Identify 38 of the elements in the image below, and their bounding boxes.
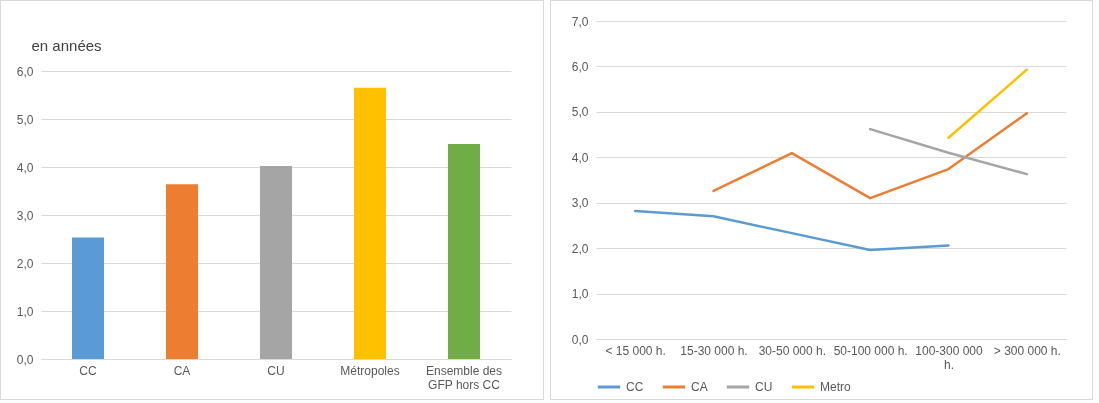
legend-label: Metro <box>819 380 851 394</box>
y-tick-label: 6,0 <box>571 59 589 74</box>
legend-label: CU <box>754 380 772 394</box>
x-tick-label: CU <box>267 363 285 378</box>
y-tick-label: 1,0 <box>571 287 589 302</box>
bar <box>260 166 292 359</box>
y-tick-label: 5,0 <box>571 105 589 120</box>
x-tick-label: 15-30 000 h. <box>679 343 748 358</box>
x-tick-label: 30-50 000 h. <box>758 343 826 358</box>
x-tick-label: Ensemble des GFP hors CC <box>425 363 503 392</box>
bar <box>166 184 198 359</box>
y-tick-label: 3,0 <box>571 196 589 211</box>
bar <box>448 143 480 359</box>
x-tick-label: Métropoles <box>340 363 400 378</box>
y-tick-label: 0,0 <box>16 352 34 367</box>
x-tick-label: CA <box>173 363 191 378</box>
x-tick-label: 50-100 000 h. <box>833 343 908 358</box>
legend-label: CA <box>690 380 708 394</box>
line-series <box>633 209 950 252</box>
y-tick-label: 7,0 <box>571 14 589 29</box>
bar <box>354 87 386 359</box>
legend-label: CC <box>625 380 644 394</box>
y-tick-label: 4,0 <box>571 150 589 165</box>
x-tick-label: CC <box>79 363 97 378</box>
y-tick-label: 6,0 <box>16 64 34 79</box>
x-tick-label: < 15 000 h. <box>604 343 666 358</box>
y-tick-label: 2,0 <box>571 241 589 256</box>
y-tick-label: 4,0 <box>16 160 34 175</box>
x-tick-label: 100-300 000 h. <box>914 343 983 372</box>
x-tick-label: > 300 000 h. <box>993 343 1061 358</box>
y-tick-label: 0,0 <box>571 332 589 347</box>
y-axis-title: en années <box>31 36 102 54</box>
y-tick-label: 5,0 <box>16 112 34 127</box>
y-tick-label: 2,0 <box>16 256 34 271</box>
y-tick-label: 3,0 <box>16 208 34 223</box>
line-series <box>711 111 1028 200</box>
y-tick-label: 1,0 <box>16 304 34 319</box>
bar <box>72 237 104 359</box>
